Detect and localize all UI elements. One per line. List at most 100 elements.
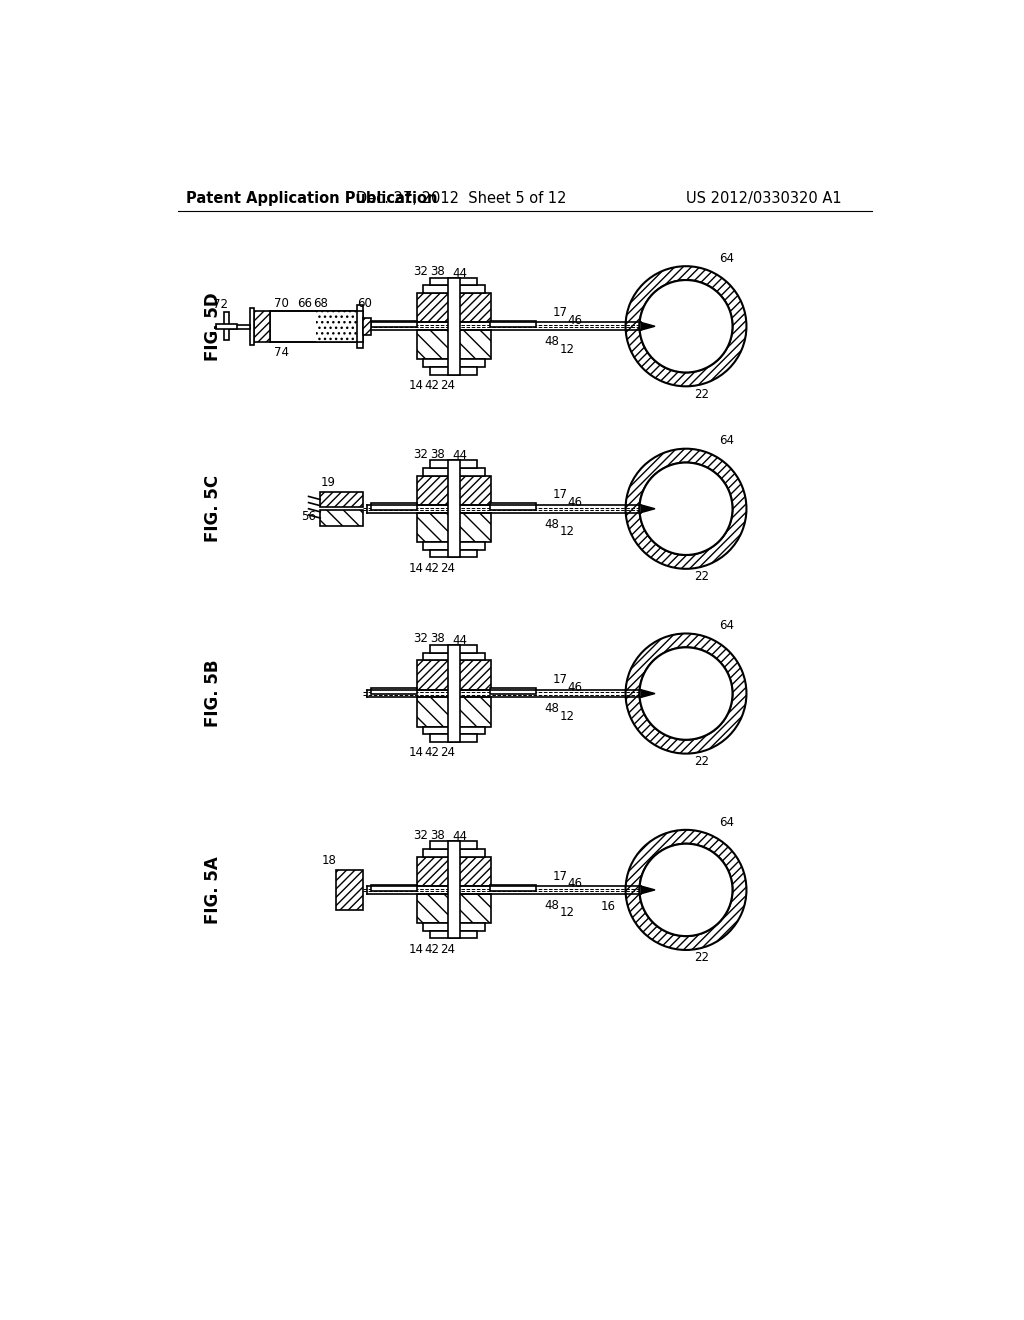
Bar (423, 923, 484, 931)
Bar (417, 857, 490, 886)
Bar (371, 688, 417, 694)
Text: 14: 14 (409, 561, 424, 574)
Text: 38: 38 (431, 829, 445, 842)
Bar (489, 503, 537, 510)
Bar (423, 285, 484, 293)
Bar (489, 884, 537, 891)
Bar (417, 697, 490, 726)
Text: 12: 12 (560, 343, 574, 356)
Text: 17: 17 (552, 306, 567, 319)
Text: 56: 56 (301, 510, 316, 523)
Text: 14: 14 (409, 942, 424, 956)
Text: FIG. 5A: FIG. 5A (204, 857, 222, 924)
Text: FIG. 5B: FIG. 5B (204, 660, 222, 727)
Text: 44: 44 (453, 830, 467, 843)
Text: Dec. 27, 2012  Sheet 5 of 12: Dec. 27, 2012 Sheet 5 of 12 (356, 191, 566, 206)
Text: 60: 60 (357, 297, 372, 310)
Bar (371, 884, 417, 891)
Text: 46: 46 (567, 314, 583, 326)
Text: 16: 16 (601, 900, 616, 913)
Text: 32: 32 (414, 829, 428, 842)
Text: 44: 44 (453, 449, 467, 462)
Text: 70: 70 (274, 297, 289, 310)
Text: 38: 38 (431, 447, 445, 461)
Polygon shape (641, 506, 655, 512)
Text: 68: 68 (312, 297, 328, 310)
Bar (417, 512, 490, 543)
Text: 64: 64 (719, 252, 734, 265)
Text: 48: 48 (545, 517, 559, 531)
Text: 64: 64 (719, 816, 734, 829)
Text: 22: 22 (694, 952, 709, 964)
Polygon shape (641, 322, 655, 330)
Text: FIG. 5D: FIG. 5D (204, 292, 222, 360)
Circle shape (640, 280, 732, 372)
Text: 22: 22 (694, 755, 709, 768)
Bar (430, 367, 477, 375)
Text: 24: 24 (439, 379, 455, 392)
Text: 38: 38 (431, 265, 445, 279)
Text: 42: 42 (424, 379, 439, 392)
Bar (417, 894, 490, 923)
Bar (417, 330, 490, 359)
Bar (270, 312, 362, 342)
Text: 32: 32 (414, 265, 428, 279)
Bar (423, 469, 484, 475)
Bar (216, 323, 238, 329)
Bar (321, 511, 362, 525)
Text: FIG. 5C: FIG. 5C (204, 475, 222, 543)
Bar (417, 660, 490, 689)
Text: 18: 18 (323, 854, 337, 867)
Bar (430, 277, 477, 285)
Text: 48: 48 (545, 335, 559, 348)
Text: 42: 42 (424, 746, 439, 759)
Text: 38: 38 (431, 632, 445, 645)
Bar (336, 870, 362, 909)
Text: 46: 46 (567, 878, 583, 890)
Bar (430, 841, 477, 849)
Text: 14: 14 (409, 746, 424, 759)
Text: 42: 42 (424, 561, 439, 574)
Polygon shape (641, 689, 655, 697)
Bar (430, 931, 477, 939)
Text: 17: 17 (552, 870, 567, 883)
Bar (371, 503, 417, 510)
Bar (430, 461, 477, 469)
Text: 64: 64 (719, 619, 734, 632)
Bar (423, 543, 484, 549)
Text: 24: 24 (439, 561, 455, 574)
Bar (226, 325, 250, 329)
Bar (362, 318, 371, 335)
Text: US 2012/0330320 A1: US 2012/0330320 A1 (686, 191, 842, 206)
Text: 44: 44 (453, 634, 467, 647)
Text: 17: 17 (552, 488, 567, 502)
Text: Patent Application Publication: Patent Application Publication (186, 191, 437, 206)
Circle shape (640, 462, 732, 554)
Text: 44: 44 (453, 267, 467, 280)
Bar (417, 475, 490, 506)
Bar (430, 734, 477, 742)
Text: 48: 48 (545, 702, 559, 715)
Bar (423, 359, 484, 367)
Text: 12: 12 (560, 710, 574, 723)
Bar (489, 321, 537, 327)
Bar (489, 688, 537, 694)
Text: 17: 17 (552, 673, 567, 686)
Bar (371, 321, 417, 327)
Bar (430, 549, 477, 557)
Text: 14: 14 (409, 379, 424, 392)
Bar (250, 308, 254, 345)
Circle shape (640, 843, 732, 936)
Polygon shape (641, 886, 655, 894)
Bar (321, 492, 362, 507)
Text: 74: 74 (274, 346, 289, 359)
Bar (430, 645, 477, 653)
Bar (449, 277, 460, 375)
Text: 22: 22 (694, 570, 709, 583)
Text: 12: 12 (560, 907, 574, 920)
Text: 72: 72 (213, 298, 227, 312)
Bar (356, 305, 362, 348)
Text: 19: 19 (321, 477, 336, 490)
Bar (417, 293, 490, 322)
Bar (449, 461, 460, 557)
